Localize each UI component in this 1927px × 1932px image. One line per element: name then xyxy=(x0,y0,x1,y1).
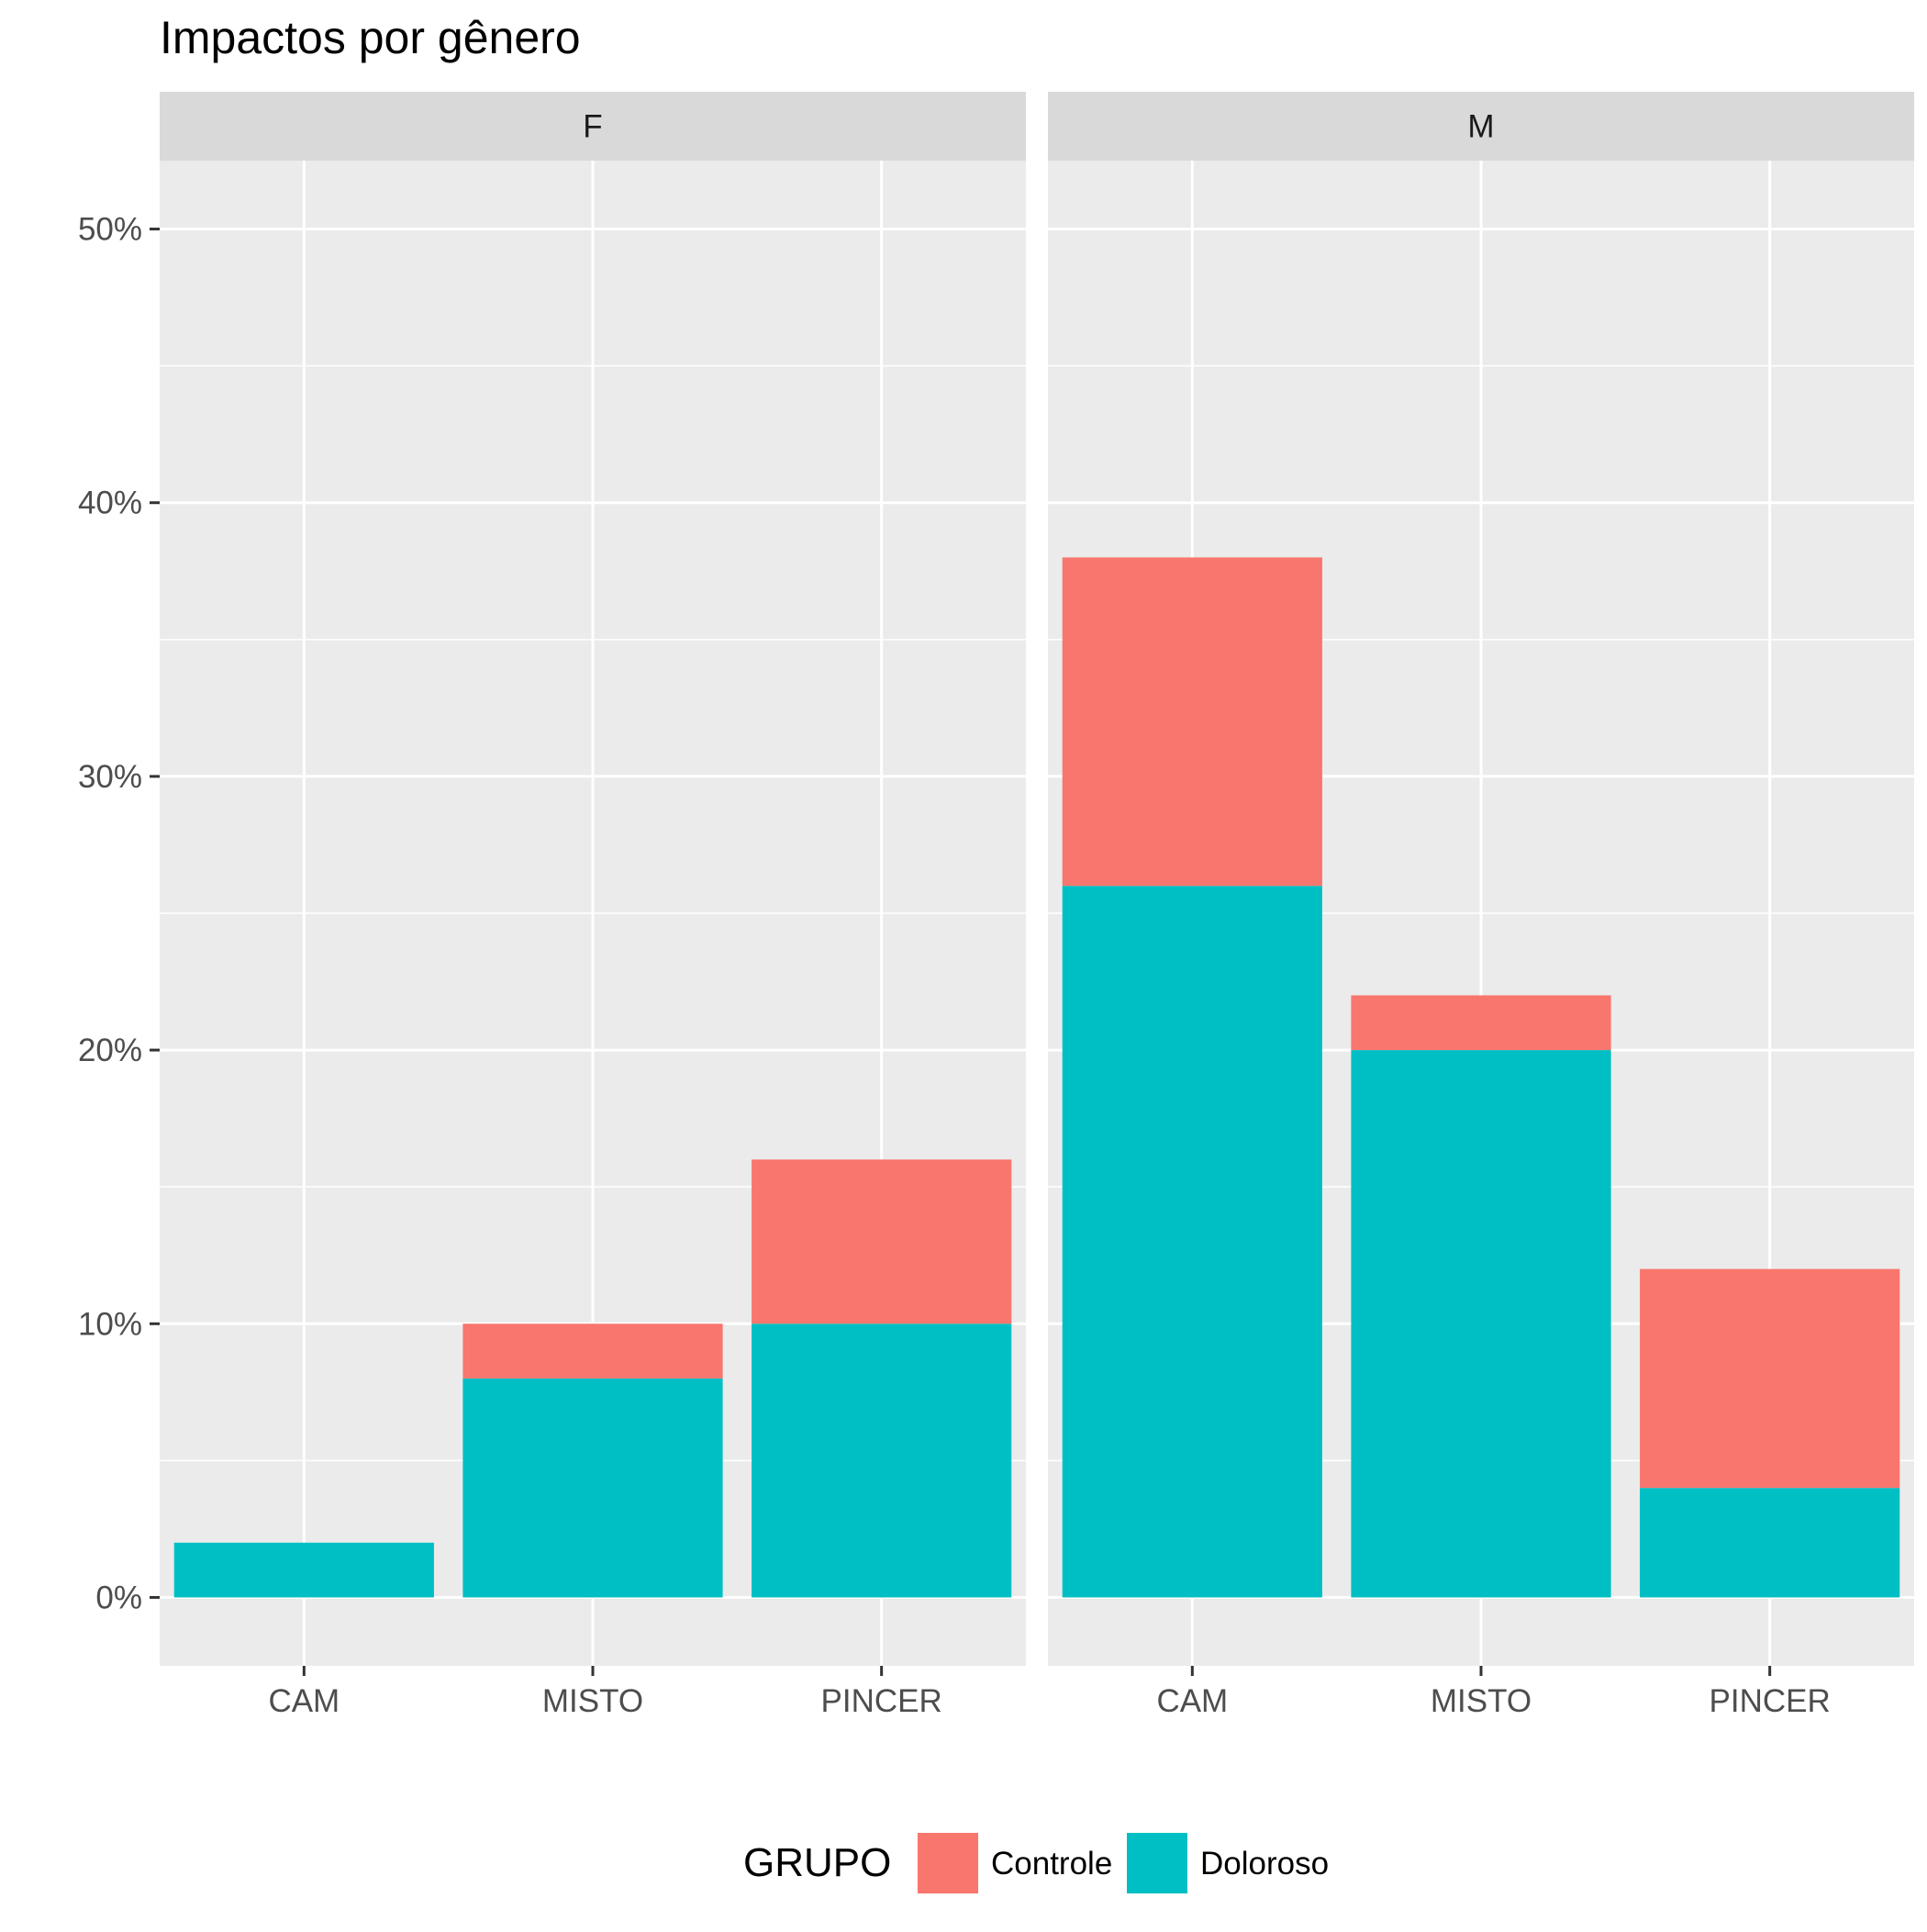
legend-key-controle xyxy=(918,1833,978,1893)
x-tick-label: PINCER xyxy=(821,1683,942,1719)
x-tick-label: MISTO xyxy=(542,1683,643,1719)
bar-doloroso-misto xyxy=(462,1378,723,1598)
y-tick-label: 50% xyxy=(78,212,142,248)
bar-doloroso-pincer xyxy=(1640,1488,1900,1598)
facet-panel-F: F CAM MISTO PINCER xyxy=(160,92,1026,1719)
facet-panel-M: M CAM MISTO PINCER xyxy=(1048,92,1914,1719)
legend-label-doloroso: Doloroso xyxy=(1200,1846,1329,1882)
legend-title: GRUPO xyxy=(743,1840,891,1885)
y-axis: 0% 10% 20% 30% 40% 50% xyxy=(78,212,160,1615)
y-tick-label: 10% xyxy=(78,1306,142,1342)
facet-strip-label: M xyxy=(1467,109,1494,145)
bar-doloroso-cam xyxy=(173,1542,434,1598)
x-tick-label: PINCER xyxy=(1710,1683,1831,1719)
y-tick-label: 20% xyxy=(78,1033,142,1068)
y-tick-label: 40% xyxy=(78,486,142,521)
bar-controle-pincer xyxy=(1640,1268,1900,1489)
bar-controle-pincer xyxy=(752,1159,1012,1324)
legend-label-controle: Controle xyxy=(991,1846,1112,1882)
x-tick-label: MISTO xyxy=(1431,1683,1532,1719)
y-tick-label: 0% xyxy=(95,1580,142,1615)
bar-controle-cam xyxy=(1062,557,1322,887)
y-tick-label: 30% xyxy=(78,759,142,795)
facet-strip xyxy=(160,92,1026,161)
facet-strip-label: F xyxy=(583,109,602,145)
facets-layer: F CAM MISTO PINCER M CAM MISTO PINCER xyxy=(160,92,1914,1719)
bar-doloroso-misto xyxy=(1351,1050,1611,1598)
bar-controle-misto xyxy=(462,1323,723,1379)
legend: GRUPO Controle Doloroso xyxy=(743,1833,1329,1893)
bar-controle-misto xyxy=(1351,995,1611,1051)
chart-title: Impactos por gênero xyxy=(160,12,581,63)
x-tick-label: CAM xyxy=(1156,1683,1228,1719)
facet-strip xyxy=(1048,92,1914,161)
bar-doloroso-cam xyxy=(1062,886,1322,1598)
bar-doloroso-pincer xyxy=(752,1323,1012,1598)
legend-key-doloroso xyxy=(1127,1833,1187,1893)
x-tick-label: CAM xyxy=(268,1683,340,1719)
